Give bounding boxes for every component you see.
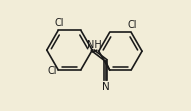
Text: Cl: Cl: [54, 18, 64, 28]
Text: N: N: [102, 82, 110, 92]
Text: Cl: Cl: [47, 66, 57, 76]
Text: Cl: Cl: [127, 20, 137, 30]
Text: NH: NH: [87, 40, 102, 50]
